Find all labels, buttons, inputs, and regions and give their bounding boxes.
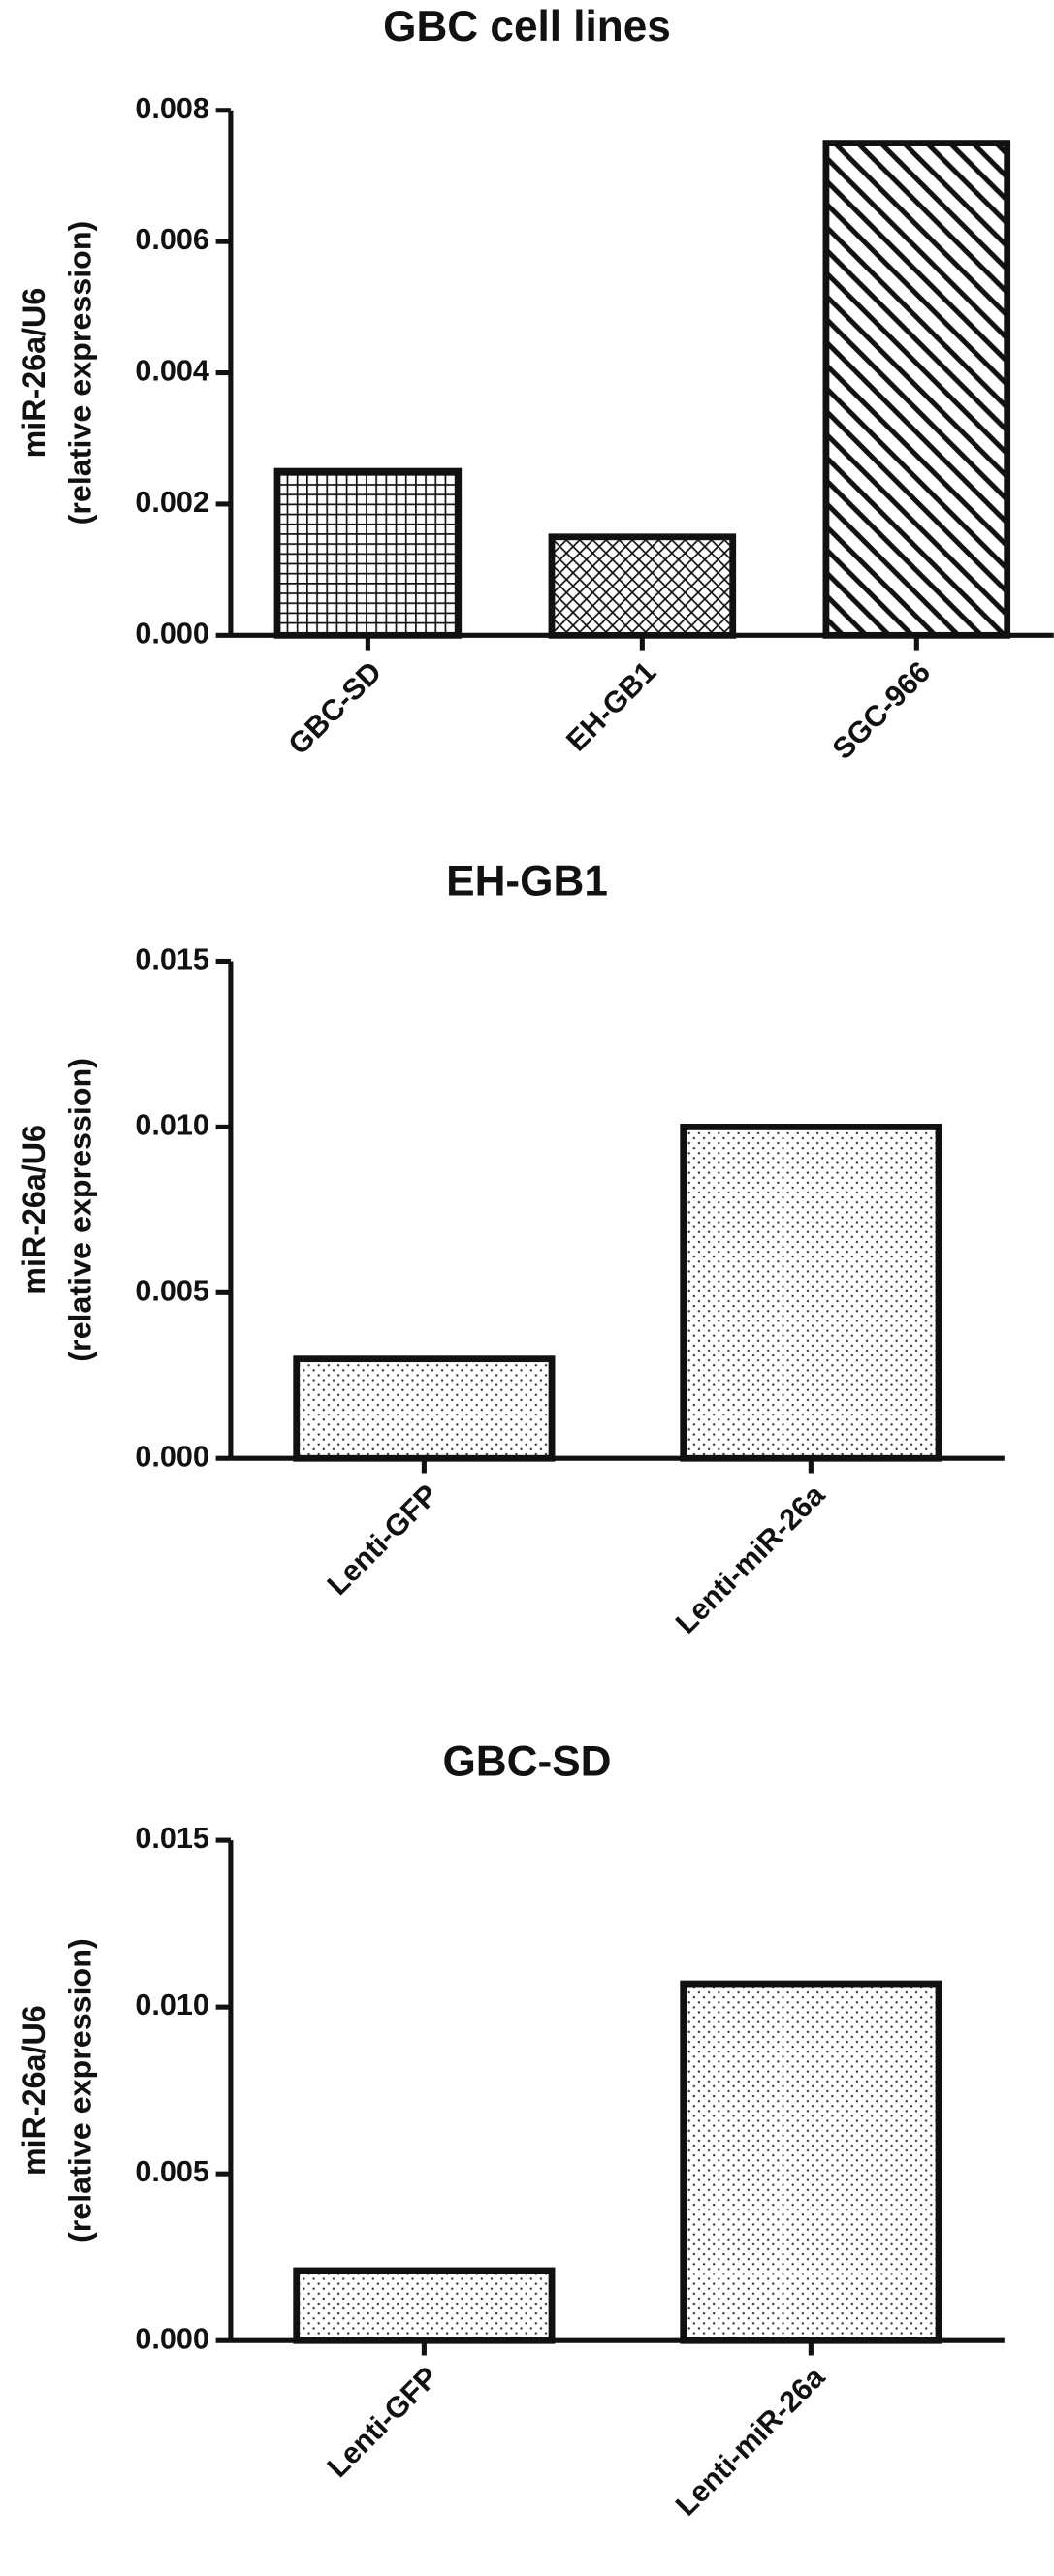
y-tick-label: 0.000 bbox=[135, 1440, 208, 1473]
bar bbox=[293, 2267, 556, 2344]
y-axis-label: miR-26a/U6 bbox=[16, 1125, 51, 1295]
y-tick-label: 0.010 bbox=[135, 1108, 208, 1141]
y-tick-label: 0.005 bbox=[135, 2155, 208, 2188]
y-tick-label: 0.015 bbox=[135, 1822, 208, 1855]
chart-title: EH-GB1 bbox=[446, 857, 608, 905]
bar bbox=[680, 1980, 942, 2344]
x-tick-label: Lenti-GFP bbox=[321, 2361, 444, 2484]
y-axis-label: (relative expression) bbox=[63, 221, 98, 525]
y-axis-label: miR-26a/U6 bbox=[16, 2005, 51, 2176]
y-tick-label: 0.006 bbox=[135, 223, 208, 256]
y-tick-label: 0.008 bbox=[135, 92, 208, 125]
bar bbox=[548, 533, 737, 639]
x-tick-label: SGC-966 bbox=[826, 655, 937, 766]
y-tick-label: 0.004 bbox=[135, 355, 208, 388]
x-tick-label: Lenti-miR-26a bbox=[669, 2360, 832, 2523]
x-tick-label: Lenti-GFP bbox=[321, 1479, 444, 1602]
y-axis-label: (relative expression) bbox=[63, 1058, 98, 1362]
x-tick-label: EH-GB1 bbox=[560, 655, 663, 758]
bar bbox=[680, 1124, 942, 1462]
y-tick-label: 0.005 bbox=[135, 1274, 208, 1307]
y-tick-label: 0.000 bbox=[135, 2322, 208, 2355]
y-tick-label: 0.000 bbox=[135, 617, 208, 650]
x-tick-label: GBC-SD bbox=[282, 655, 388, 761]
bar bbox=[822, 140, 1011, 639]
chart-title: GBC cell lines bbox=[383, 3, 671, 50]
y-axis-label: (relative expression) bbox=[63, 1938, 98, 2242]
bar bbox=[293, 1355, 556, 1462]
y-axis-label: miR-26a/U6 bbox=[16, 288, 51, 459]
bar bbox=[273, 467, 463, 639]
y-tick-label: 0.015 bbox=[135, 943, 208, 976]
y-tick-label: 0.010 bbox=[135, 1988, 208, 2021]
y-tick-label: 0.002 bbox=[135, 486, 208, 519]
chart-title: GBC-SD bbox=[442, 1738, 611, 1786]
x-tick-label: Lenti-miR-26a bbox=[669, 1478, 832, 1640]
